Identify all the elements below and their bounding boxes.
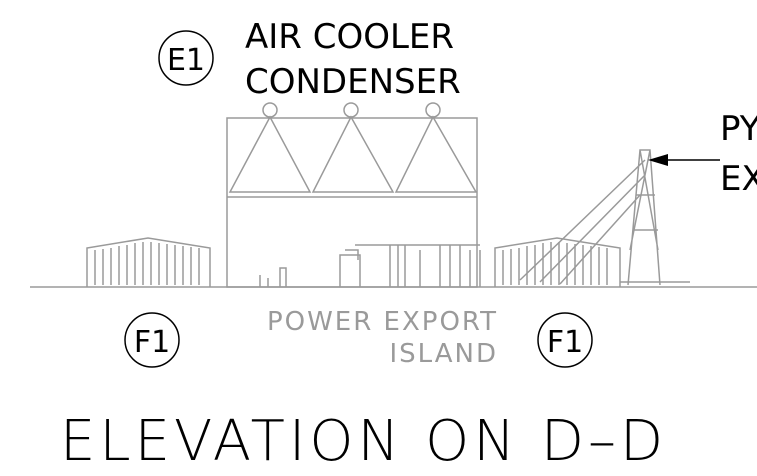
callout-text: AIR COOLER	[245, 17, 454, 57]
drawing-title: ELEVATION ON D–D	[60, 409, 667, 474]
callout-tag: E1	[167, 43, 205, 78]
pylon	[520, 150, 690, 285]
left-building	[87, 238, 210, 287]
right-building	[495, 238, 620, 287]
cut-off-text: PY	[720, 109, 757, 149]
area-label: POWER EXPORT	[267, 307, 498, 337]
callout-text: CONDENSER	[245, 62, 461, 102]
drawing: E1 AIR COOLER CONDENSER PY EX F1 F1 POWE…	[0, 0, 757, 476]
callout-tag: F1	[134, 325, 170, 360]
electrical-equipment	[260, 245, 480, 287]
callout-tag: F1	[547, 325, 583, 360]
cut-off-text: EX	[720, 159, 757, 199]
area-label: ISLAND	[389, 339, 498, 369]
